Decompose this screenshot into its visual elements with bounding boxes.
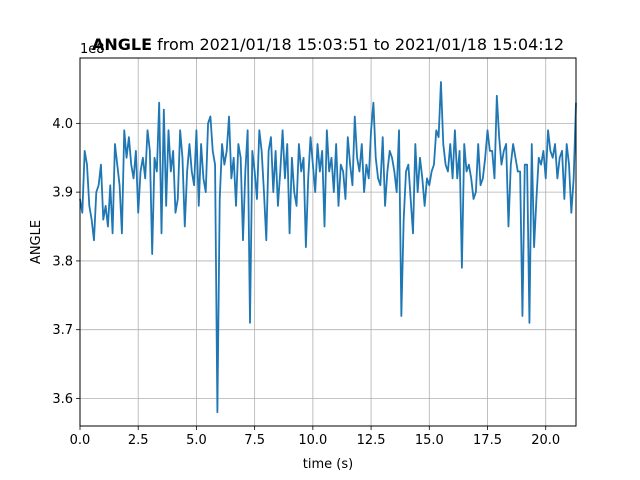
chart-title-bold: ANGLE [92,35,152,54]
y-tick-label: 3.8 [52,254,73,269]
y-tick-label: 3.6 [52,392,73,407]
grid [79,58,576,426]
chart-title-rest: from 2021/01/18 15:03:51 to 2021/01/18 1… [152,35,564,54]
y-axis-label: ANGLE [29,220,44,264]
x-tick-label: 12.5 [357,433,386,448]
ticks: 0.0 2.5 5.0 7.5 10.0 12.5 15.0 17.5 20.0 3.6 3.7 3.… [52,117,560,448]
x-tick-label: 2.5 [128,433,149,448]
x-axis-label: time (s) [303,457,353,472]
x-tick-label: 15.0 [415,433,444,448]
axes-frame [79,57,577,427]
y-tick-label: 3.7 [52,323,73,338]
y-tick-label: 3.9 [52,186,73,201]
x-tick-label: 0.0 [70,433,91,448]
x-tick-label: 10.0 [298,433,327,448]
angle-series-line [79,81,577,414]
x-tick-label: 7.5 [244,433,265,448]
x-tick-label: 20.0 [531,433,560,448]
x-tick-label: 17.5 [473,433,502,448]
chart-title: ANGLE from 2021/01/18 15:03:51 to 2021/0… [92,35,564,54]
y-tick-label: 4.0 [52,117,73,132]
y-offset-label: 1e8 [80,42,105,57]
x-tick-label: 5.0 [186,433,207,448]
